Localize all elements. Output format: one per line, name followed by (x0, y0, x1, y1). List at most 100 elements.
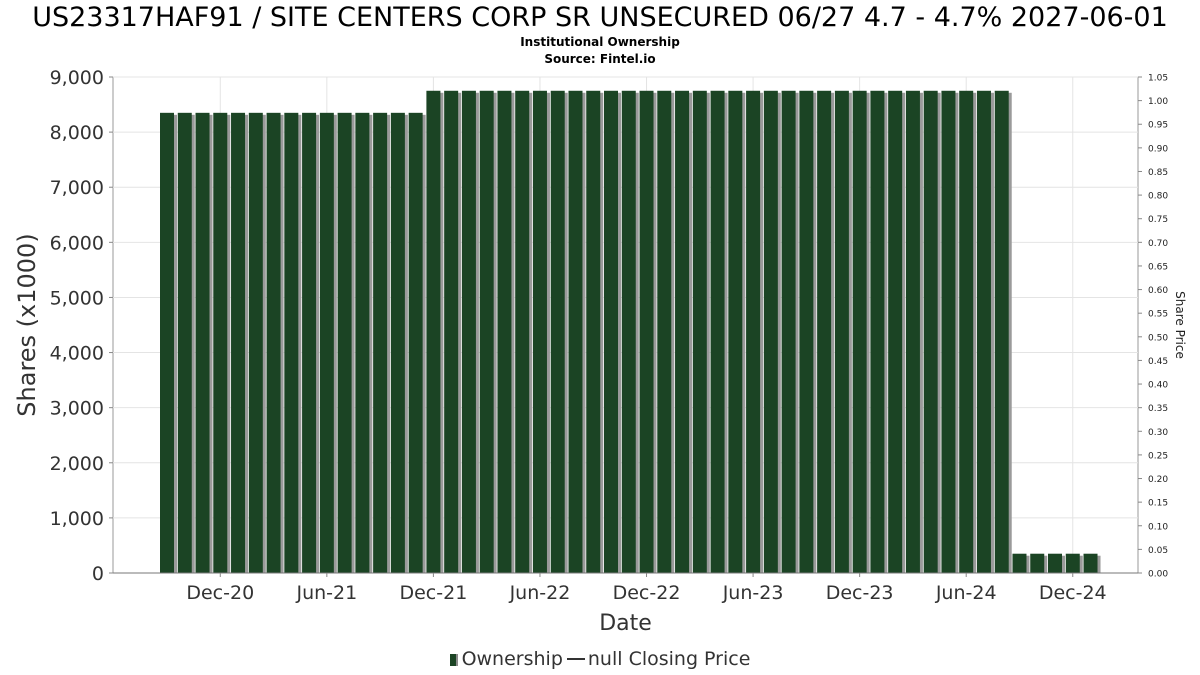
ownership-bar (621, 90, 636, 574)
ownership-bar (231, 112, 246, 574)
ownership-bar (266, 112, 281, 574)
legend-label-closing-price: null Closing Price (587, 648, 751, 670)
ownership-bar (1030, 553, 1045, 573)
ownership-bar (870, 90, 885, 574)
y2-tick-label: 0.45 (1148, 357, 1168, 367)
ownership-bar (426, 90, 441, 574)
ownership-bar (763, 90, 778, 574)
y2-tick-label: 0.90 (1148, 144, 1168, 154)
x-tick-label: Dec-21 (399, 582, 467, 604)
ownership-bar (497, 90, 512, 574)
y2-tick-label: 0.25 (1148, 451, 1168, 461)
ownership-bar (834, 90, 849, 574)
ownership-bar (675, 90, 690, 574)
chart-subtitle: Institutional Ownership (520, 35, 680, 49)
ownership-bar (177, 112, 192, 574)
ownership-bar (390, 112, 405, 574)
ownership-bar (639, 90, 654, 574)
ownership-bar (959, 90, 974, 574)
chart-title: US23317HAF91 / SITE CENTERS CORP SR UNSE… (32, 2, 1168, 33)
ownership-bar (1083, 553, 1098, 573)
x-tick-label: Jun-21 (295, 582, 357, 604)
y-tick-label: 0 (92, 563, 104, 585)
y-tick-label: 9,000 (50, 67, 104, 89)
y2-tick-label: 0.85 (1148, 168, 1168, 178)
ownership-bar (710, 90, 725, 574)
ownership-bar (337, 112, 352, 574)
y-tick-label: 1,000 (50, 508, 104, 530)
y-tick-label: 4,000 (50, 343, 104, 365)
ownership-bar (852, 90, 867, 574)
legend: Ownership null Closing Price (0, 648, 1200, 670)
y2-tick-label: 0.35 (1148, 404, 1168, 414)
closing-price-legend-swatch (566, 658, 585, 660)
y2-tick-label: 0.55 (1148, 310, 1168, 320)
y2-tick-label: 0.70 (1148, 239, 1168, 249)
x-tick-label: Dec-23 (826, 582, 894, 604)
ownership-bar (355, 112, 370, 574)
ownership-bar (888, 90, 903, 574)
ownership-bar (195, 112, 210, 574)
y2-tick-label: 0.80 (1148, 192, 1168, 202)
ownership-bar (284, 112, 299, 574)
y2-tick-label: 0.00 (1148, 570, 1168, 580)
ownership-bar (905, 90, 920, 574)
y2-tick-label: 0.75 (1148, 215, 1168, 225)
ownership-bar (728, 90, 743, 574)
y2-tick-label: 1.00 (1148, 97, 1168, 107)
ownership-bar (817, 90, 832, 574)
ownership-bar (160, 112, 174, 574)
x-tick-label: Jun-24 (935, 582, 997, 604)
ownership-bar (976, 90, 991, 574)
y2-tick-label: 0.15 (1148, 499, 1168, 509)
ownership-bar (248, 112, 263, 574)
ownership-bar (373, 112, 388, 574)
y-tick-label: 8,000 (50, 122, 104, 144)
ownership-bar (408, 112, 423, 574)
x-tick-label: Dec-24 (1039, 582, 1107, 604)
y2-tick-label: 0.05 (1148, 546, 1168, 556)
ownership-bar (1065, 553, 1080, 573)
ownership-legend-swatch (449, 654, 458, 666)
y2-tick-label: 0.30 (1148, 428, 1168, 438)
ownership-bar (1048, 553, 1062, 573)
x-tick-label: Jun-22 (509, 582, 571, 604)
ownership-bar (941, 90, 956, 574)
ownership-bar (568, 90, 583, 574)
ownership-bar (444, 90, 459, 574)
ownership-bar (479, 90, 494, 574)
ownership-bar (532, 90, 547, 574)
ownership-bar (746, 90, 761, 574)
y-tick-label: 5,000 (50, 287, 104, 309)
chart-source: Source: Fintel.io (544, 52, 656, 66)
ownership-bar (586, 90, 601, 574)
y2-tick-label: 0.60 (1148, 286, 1168, 296)
y2-tick-label: 0.40 (1148, 381, 1168, 391)
x-tick-label: Dec-20 (186, 582, 254, 604)
y-tick-label: 7,000 (50, 177, 104, 199)
ownership-bar (923, 90, 938, 574)
ownership-bar (515, 90, 530, 574)
ownership-chart: 0 1,000 2,000 3,000 4,000 5,000 6,000 7,000 8,00… (13, 67, 1187, 636)
ownership-bar (319, 112, 334, 574)
y2-tick-label: 0.10 (1148, 522, 1168, 532)
ownership-bar (302, 112, 317, 574)
ownership-bar (994, 90, 1009, 574)
y2-tick-label: 0.20 (1148, 475, 1168, 485)
y-tick-label: 3,000 (50, 398, 104, 420)
y2-axis-title: Share Price (1173, 291, 1187, 359)
y2-tick-label: 1.05 (1148, 74, 1168, 84)
y-tick-label: 2,000 (50, 453, 104, 475)
y2-tick-label: 0.65 (1148, 262, 1168, 272)
ownership-bar (781, 90, 796, 574)
ownership-bar (213, 112, 228, 574)
y2-tick-label: 0.95 (1148, 121, 1168, 131)
ownership-bar (461, 90, 476, 574)
y-tick-label: 6,000 (50, 232, 104, 254)
ownership-bar (1012, 553, 1027, 573)
ownership-bar (550, 90, 565, 574)
ownership-bar (799, 90, 814, 574)
ownership-bar (692, 90, 707, 574)
y2-tick-label: 0.50 (1148, 333, 1168, 343)
ownership-bar (657, 90, 672, 574)
